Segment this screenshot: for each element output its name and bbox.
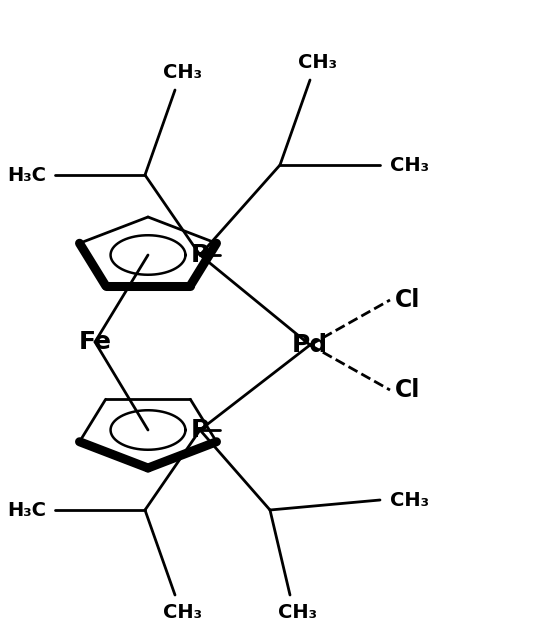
Text: Cl: Cl [395, 288, 421, 312]
Text: CH₃: CH₃ [164, 604, 203, 623]
Text: Pd: Pd [292, 333, 328, 357]
Text: H₃C: H₃C [7, 166, 46, 184]
Text: P: P [191, 243, 209, 267]
Text: Fe: Fe [78, 330, 111, 354]
Text: H₃C: H₃C [7, 500, 46, 520]
Text: CH₃: CH₃ [298, 52, 337, 72]
Text: CH₃: CH₃ [164, 63, 203, 81]
Text: CH₃: CH₃ [279, 604, 318, 623]
Text: P: P [191, 418, 209, 442]
Text: CH₃: CH₃ [391, 156, 430, 175]
Text: Cl: Cl [395, 378, 421, 402]
Text: CH₃: CH₃ [391, 490, 430, 509]
